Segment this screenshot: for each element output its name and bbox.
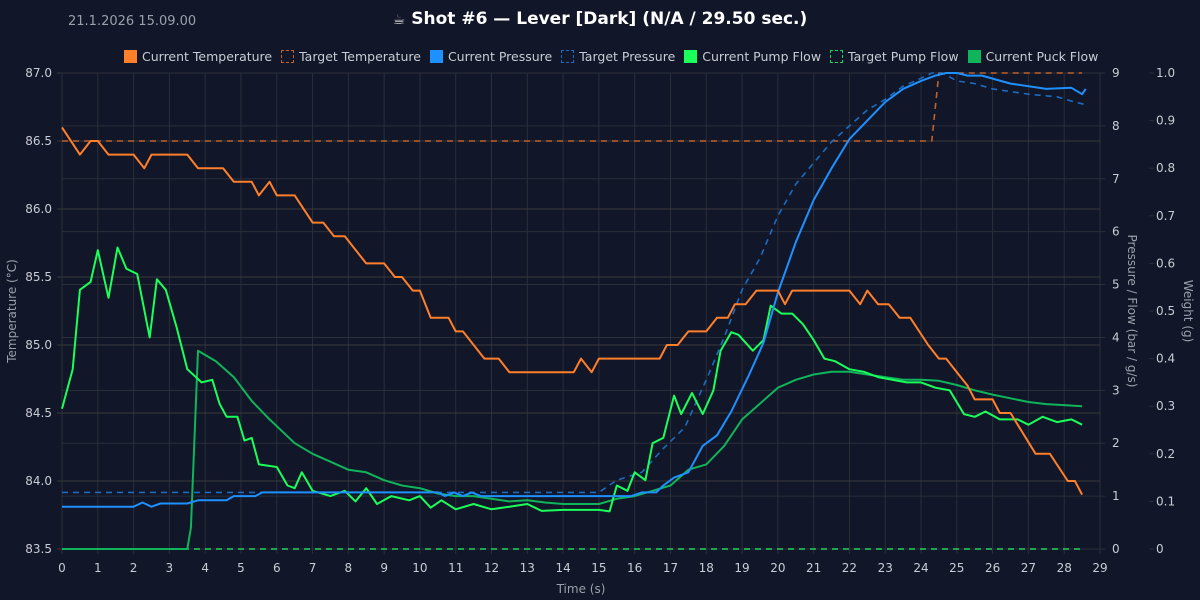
legend-item[interactable]: Target Temperature <box>281 49 421 64</box>
y-left-axis-label: Temperature (°C) <box>5 259 19 364</box>
y-left-tick-label: 84.5 <box>25 406 52 420</box>
x-tick-label: 15 <box>591 561 606 575</box>
y-left-tick-label: 83.5 <box>25 542 52 556</box>
x-tick-label: 27 <box>1021 561 1036 575</box>
y-right-tick-label: 9 <box>1112 66 1120 80</box>
y-right-tick-label: 2 <box>1112 436 1120 450</box>
x-tick-label: 23 <box>878 561 893 575</box>
x-tick-label: 13 <box>520 561 535 575</box>
y-right2-tick-label: 0.1 <box>1156 494 1175 508</box>
x-tick-label: 21 <box>806 561 821 575</box>
legend-label: Current Pump Flow <box>702 49 822 64</box>
x-tick-label: 26 <box>985 561 1000 575</box>
legend-label: Target Pump Flow <box>848 49 959 64</box>
y-right-tick-label: 3 <box>1112 383 1120 397</box>
x-tick-label: 7 <box>309 561 317 575</box>
chart-title-text: Shot #6 — Lever [Dark] (N/A / 29.50 sec.… <box>411 9 808 29</box>
x-tick-label: 18 <box>699 561 714 575</box>
legend-item[interactable]: Current Puck Flow <box>967 49 1099 64</box>
x-tick-label: 24 <box>913 561 928 575</box>
y-left-tick-label: 87.0 <box>25 66 52 80</box>
x-tick-label: 29 <box>1092 561 1107 575</box>
x-tick-label: 8 <box>345 561 353 575</box>
legend-swatch-icon <box>281 50 295 63</box>
legend-swatch-icon <box>830 50 844 63</box>
y-left-tick-label: 85.0 <box>25 338 52 352</box>
y-right2-tick-label: 0.9 <box>1156 114 1175 128</box>
y-right-tick-label: 0 <box>1112 542 1120 556</box>
x-tick-label: 20 <box>770 561 785 575</box>
y-right2-tick-label: 0.8 <box>1156 161 1175 175</box>
legend-swatch-icon <box>429 50 443 63</box>
axes: 0 1 2 3 4 5 6 7 8 9 10 11 12 13 14 15 16 17 18 19 20 21 22 23 24… <box>25 66 1175 575</box>
legend-item[interactable]: Target Pressure <box>561 49 675 64</box>
x-tick-label: 22 <box>842 561 857 575</box>
series-line <box>62 72 1087 508</box>
series-line <box>61 126 1083 496</box>
y-left-tick-label: 86.0 <box>25 202 52 216</box>
x-tick-label: 12 <box>484 561 499 575</box>
x-tick-label: 25 <box>949 561 964 575</box>
y-right-axis-label: Pressure / Flow (bar / g/s) <box>1125 235 1139 388</box>
chart-title: ☕ Shot #6 — Lever [Dark] (N/A / 29.50 sec… <box>0 9 1200 29</box>
series-lines <box>61 72 1087 550</box>
legend-label: Current Puck Flow <box>985 49 1099 64</box>
legend-label: Current Temperature <box>142 49 273 64</box>
series-line <box>62 72 1086 494</box>
y-left-tick-label: 85.5 <box>25 270 52 284</box>
y-right2-tick-label: 0.6 <box>1156 256 1175 270</box>
legend: Current Temperature Target Temperature Cur… <box>124 49 1098 64</box>
y-right2-tick-label: 0 <box>1156 542 1164 556</box>
y-right2-tick-label: 1.0 <box>1156 66 1175 80</box>
y-right2-tick-label: 0.5 <box>1156 304 1175 318</box>
x-tick-label: 6 <box>273 561 281 575</box>
legend-item[interactable]: Current Temperature <box>124 49 272 64</box>
legend-label: Target Temperature <box>299 49 421 64</box>
y-left-tick-label: 86.5 <box>25 134 52 148</box>
legend-swatch-icon <box>684 50 698 63</box>
legend-swatch-icon <box>124 50 137 63</box>
x-tick-label: 5 <box>237 561 245 575</box>
y-right2-tick-label: 0.7 <box>1156 209 1175 223</box>
y-right2-axis-label: Weight (g) <box>1181 280 1195 343</box>
x-tick-label: 11 <box>448 561 463 575</box>
y-right-tick-label: 4 <box>1112 330 1120 344</box>
y-right-tick-label: 8 <box>1112 119 1120 133</box>
y-left-tick-label: 84.0 <box>25 474 52 488</box>
y-right-tick-label: 5 <box>1112 278 1120 292</box>
x-tick-label: 16 <box>627 561 642 575</box>
x-tick-label: 4 <box>201 561 209 575</box>
x-tick-label: 1 <box>94 561 102 575</box>
legend-item[interactable]: Current Pump Flow <box>684 49 821 64</box>
legend-swatch-icon <box>561 50 575 63</box>
series-line <box>61 246 1083 513</box>
x-axis-label: Time (s) <box>556 582 606 596</box>
x-tick-label: 14 <box>555 561 570 575</box>
x-tick-label: 0 <box>58 561 66 575</box>
legend-label: Target Pressure <box>579 49 676 64</box>
x-tick-label: 17 <box>663 561 678 575</box>
coffee-cup-icon: ☕ <box>392 12 406 28</box>
series-line <box>62 72 1083 142</box>
grid-lines <box>57 72 1154 554</box>
x-tick-label: 10 <box>412 561 427 575</box>
legend-swatch-icon <box>967 50 981 63</box>
legend-item[interactable]: Current Pressure <box>429 49 553 64</box>
x-tick-label: 28 <box>1057 561 1072 575</box>
x-tick-label: 2 <box>130 561 138 575</box>
y-right2-tick-label: 0.3 <box>1156 399 1175 413</box>
y-right2-tick-label: 0.2 <box>1156 447 1175 461</box>
y-right-tick-label: 7 <box>1112 172 1120 186</box>
shot-timestamp: 21.1.2026 15.09.00 <box>68 14 197 29</box>
x-tick-label: 9 <box>380 561 388 575</box>
series-line <box>62 349 1083 550</box>
y-right-tick-label: 1 <box>1112 489 1120 503</box>
y-right-tick-label: 6 <box>1112 225 1120 239</box>
legend-label: Current Pressure <box>447 49 553 64</box>
y-right2-tick-label: 0.4 <box>1156 352 1175 366</box>
x-tick-label: 19 <box>734 561 749 575</box>
x-tick-label: 3 <box>166 561 174 575</box>
legend-item[interactable]: Target Pump Flow <box>830 49 959 64</box>
